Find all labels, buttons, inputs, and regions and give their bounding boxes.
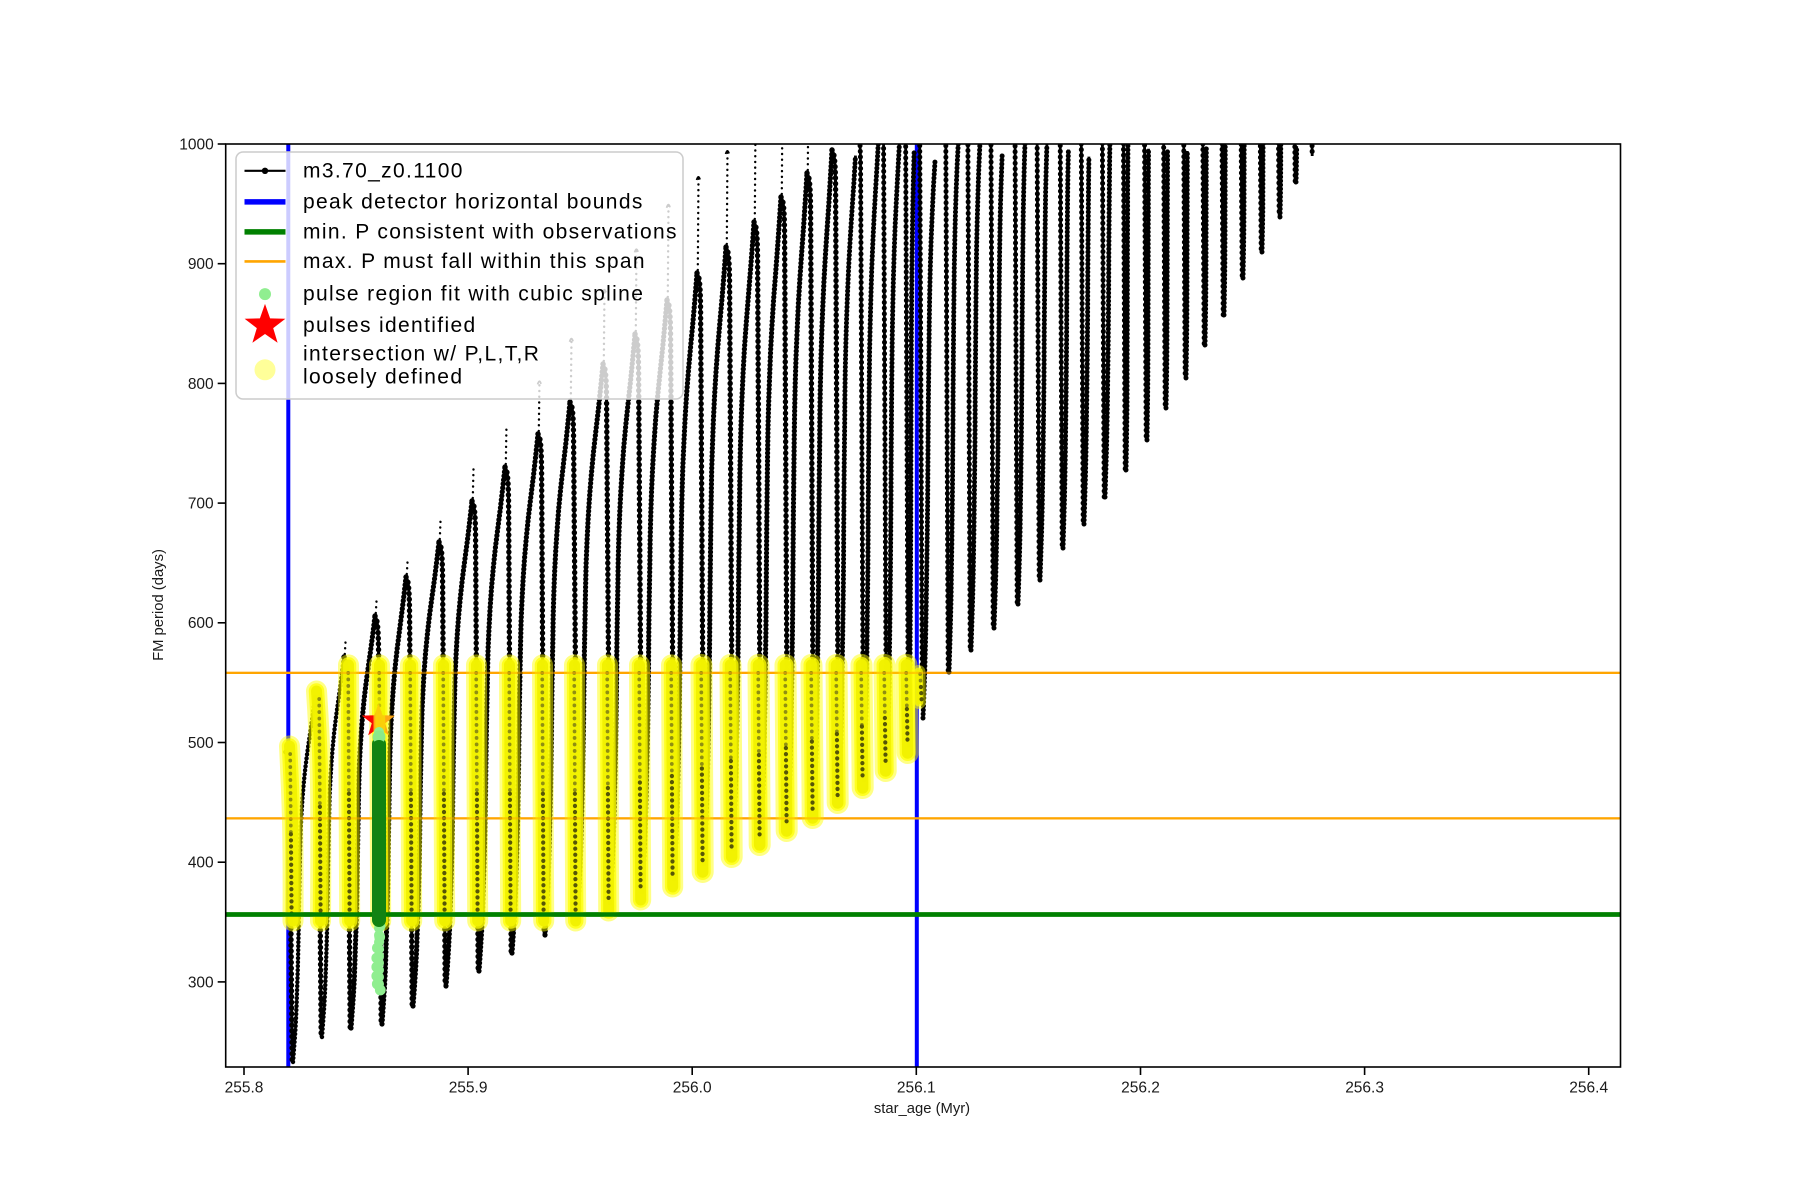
svg-text:256.3: 256.3 [1345,1080,1384,1097]
svg-text:1000: 1000 [179,136,214,153]
svg-text:m3.70_z0.1100: m3.70_z0.1100 [303,159,464,182]
svg-text:min. P consistent with observa: min. P consistent with observations [303,220,678,243]
svg-text:255.8: 255.8 [225,1080,264,1097]
svg-text:256.0: 256.0 [673,1080,712,1097]
svg-text:256.1: 256.1 [897,1080,936,1097]
svg-text:600: 600 [188,615,214,632]
svg-text:loosely defined: loosely defined [303,366,463,389]
svg-text:max. P must fall within this s: max. P must fall within this span [303,250,646,273]
svg-text:FM period (days): FM period (days) [151,549,167,661]
svg-text:300: 300 [188,974,214,991]
svg-text:400: 400 [188,855,214,872]
svg-text:500: 500 [188,735,214,752]
svg-text:256.2: 256.2 [1121,1080,1160,1097]
svg-text:255.9: 255.9 [449,1080,488,1097]
svg-text:peak detector horizontal bound: peak detector horizontal bounds [303,190,644,213]
svg-text:pulse region fit with cubic sp: pulse region fit with cubic spline [303,283,644,306]
svg-text:star_age (Myr): star_age (Myr) [874,1101,970,1117]
svg-text:pulses identified: pulses identified [303,314,477,337]
svg-text:intersection w/ P,L,T,R: intersection w/ P,L,T,R [303,343,540,366]
svg-text:256.4: 256.4 [1569,1080,1608,1097]
svg-text:800: 800 [188,376,214,393]
svg-text:900: 900 [188,256,214,273]
svg-text:700: 700 [188,496,214,513]
